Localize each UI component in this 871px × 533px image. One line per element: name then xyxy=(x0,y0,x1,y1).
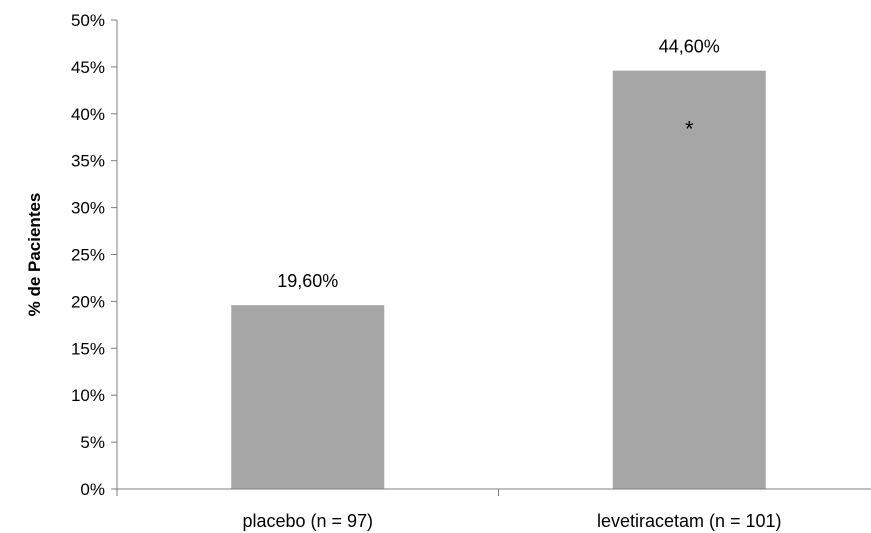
annotations: * xyxy=(685,117,694,142)
y-tick-label: 25% xyxy=(71,246,105,265)
data-labels: 19,60% 44,60% xyxy=(277,37,720,292)
y-tick-label: 40% xyxy=(71,105,105,124)
bars xyxy=(231,70,766,489)
y-tick-label: 50% xyxy=(71,11,105,30)
y-tick-label: 20% xyxy=(71,292,105,311)
y-tick-label: 0% xyxy=(80,480,105,499)
y-tick-label: 30% xyxy=(71,199,105,218)
bar xyxy=(612,70,766,489)
x-axis-ticks xyxy=(116,489,499,496)
y-axis-title: % de Pacientes xyxy=(25,193,44,317)
y-tick-label: 10% xyxy=(71,386,105,405)
data-label: 44,60% xyxy=(659,37,720,57)
x-axis-category-labels: placebo (n = 97) levetiracetam (n = 101) xyxy=(242,511,781,531)
data-label: 19,60% xyxy=(277,271,338,291)
y-axis-tick-labels: 0% 5% 10% 15% 20% 25% 30% 35% 40% 45% 50% xyxy=(71,11,105,499)
significance-marker: * xyxy=(685,117,694,142)
x-category-label: levetiracetam (n = 101) xyxy=(597,511,782,531)
y-axis-ticks xyxy=(111,19,117,490)
y-tick-label: 5% xyxy=(80,433,105,452)
bar xyxy=(231,305,385,489)
y-tick-label: 35% xyxy=(71,152,105,171)
y-tick-label: 15% xyxy=(71,339,105,358)
y-tick-label: 45% xyxy=(71,58,105,77)
x-category-label: placebo (n = 97) xyxy=(242,511,373,531)
